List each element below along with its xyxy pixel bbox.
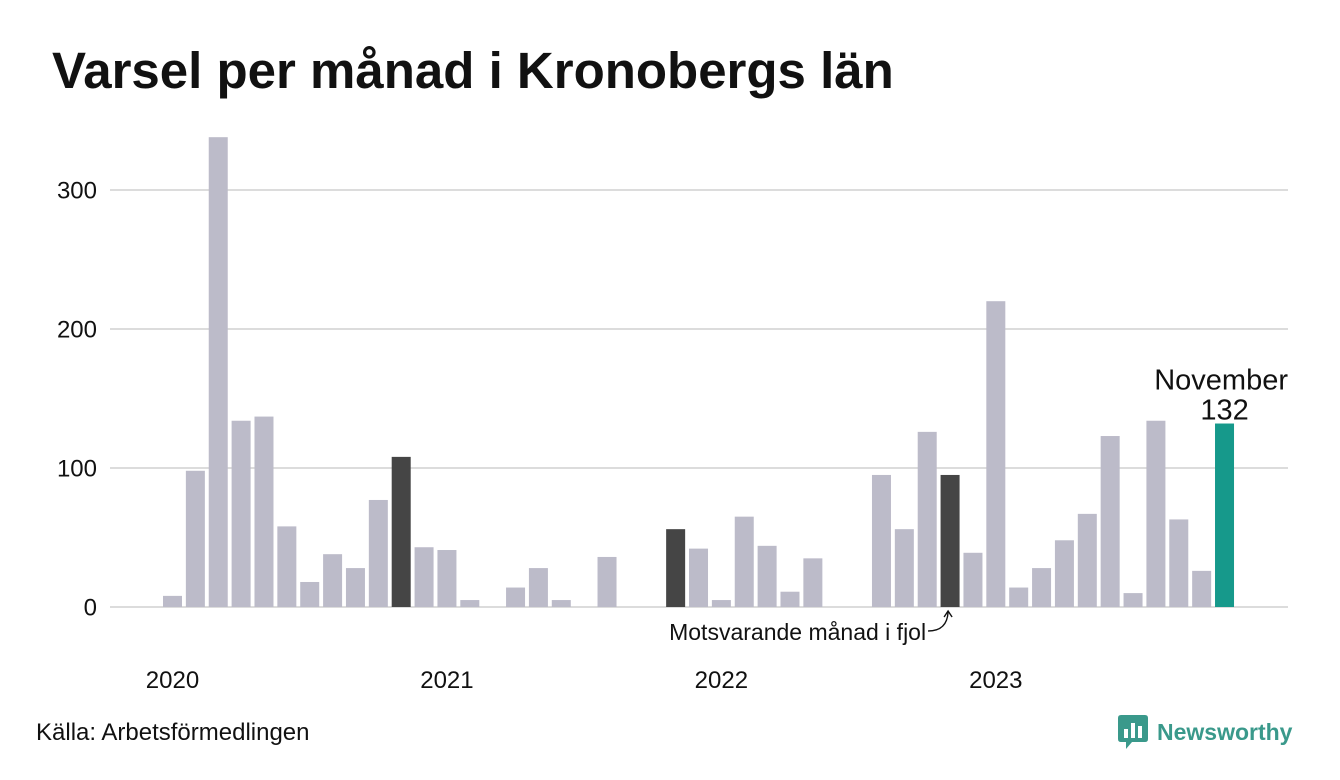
bar-2023-03	[1032, 568, 1052, 607]
bar-2022-05	[803, 558, 823, 607]
bar-2023-01	[986, 301, 1006, 607]
chart-title: Varsel per månad i Kronobergs län	[52, 42, 894, 99]
y-tick-label: 0	[84, 595, 97, 622]
x-tick-label: 2020	[146, 667, 199, 694]
bar-2020-04	[231, 420, 251, 607]
y-tick-label: 300	[57, 178, 97, 205]
newsworthy-logo: Newsworthy	[1118, 715, 1292, 749]
bar-2020-09	[345, 568, 365, 607]
bar-2020-08	[323, 554, 343, 607]
bar-2022-01	[711, 600, 731, 607]
bar-2021-06	[551, 600, 571, 607]
bar-2020-06	[277, 526, 297, 607]
bar-2023-08	[1146, 420, 1166, 607]
previous-year-arrowhead	[943, 609, 953, 618]
bar-2022-09	[894, 529, 914, 607]
bar-2023-04	[1054, 540, 1074, 607]
bar-2020-03	[208, 137, 228, 607]
newsworthy-bar-chart-icon	[1118, 715, 1148, 749]
latest-value-label: 132	[1200, 395, 1248, 427]
bar-2021-01	[437, 550, 457, 607]
bar-2022-12	[963, 552, 983, 607]
bar-2022-04	[780, 591, 800, 607]
x-axis-tick-labels: 2020 2021 2022 2023	[146, 667, 1023, 694]
bars	[163, 137, 1235, 607]
bar-2023-10	[1192, 570, 1212, 607]
bar-2021-08	[597, 556, 617, 607]
latest-month-label: November	[1154, 365, 1288, 397]
previous-year-arrow	[928, 611, 949, 632]
previous-year-note: Motsvarande månad i fjol	[669, 619, 926, 645]
bar-2020-12	[414, 547, 434, 607]
bar-2022-11	[940, 474, 960, 607]
source-note: Källa: Arbetsförmedlingen	[36, 719, 310, 746]
bar-2022-02	[734, 516, 754, 607]
y-axis-tick-labels: 0 100 200 300	[57, 178, 97, 622]
logo-text: Newsworthy	[1157, 718, 1293, 745]
bar-2021-12	[689, 548, 709, 607]
bar-2022-08	[871, 474, 891, 607]
y-tick-label: 200	[57, 317, 97, 344]
bar-2023-05	[1077, 513, 1097, 607]
y-tick-label: 100	[57, 456, 97, 483]
bar-2023-06	[1100, 436, 1120, 607]
bar-2021-05	[528, 568, 548, 607]
bar-2020-02	[185, 470, 205, 607]
bar-2023-09	[1169, 519, 1189, 607]
bar-2020-11	[391, 456, 411, 607]
bar-2021-11	[666, 529, 686, 607]
bar-2020-01	[163, 595, 182, 607]
bar-2023-11	[1215, 423, 1235, 607]
x-tick-label: 2021	[420, 667, 473, 694]
bar-2020-10	[368, 499, 388, 607]
bar-2022-03	[757, 545, 777, 607]
bar-2023-07	[1123, 593, 1143, 607]
bar-2020-07	[300, 581, 320, 607]
x-tick-label: 2022	[695, 667, 748, 694]
bar-2022-10	[917, 431, 937, 607]
bar-2023-02	[1009, 587, 1029, 607]
bar-2021-02	[460, 600, 480, 607]
x-tick-label: 2023	[969, 667, 1022, 694]
bar-2021-04	[506, 587, 526, 607]
bar-2020-05	[254, 416, 274, 607]
